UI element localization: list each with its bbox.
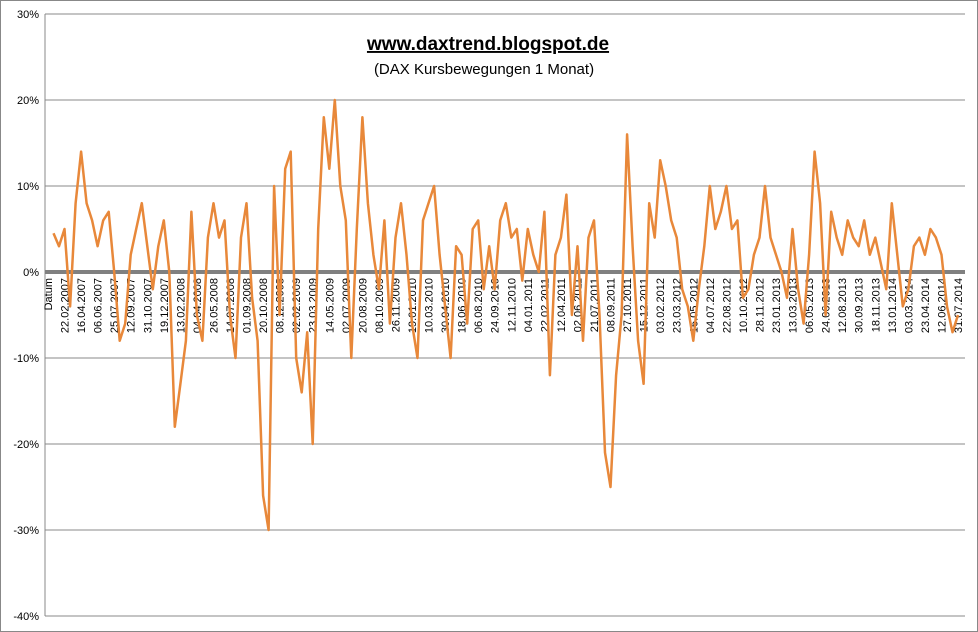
- x-tick-label: 19.12.2007: [159, 278, 171, 333]
- x-tick-label: 22.02.2011: [539, 278, 551, 332]
- x-tick-label: 12.08.2013: [837, 278, 849, 333]
- x-tick-label: 08.10.2009: [374, 278, 386, 333]
- x-tick-label: 26.05.2008: [208, 278, 220, 333]
- x-tick-label: 03.02.2012: [655, 278, 667, 333]
- x-tick-label: 18.11.2013: [870, 278, 882, 332]
- y-tick-label: 20%: [17, 95, 39, 107]
- x-tick-label: 27.10.2011: [622, 278, 634, 332]
- y-tick-label: 30%: [17, 9, 39, 21]
- x-tick-label: 14.05.2009: [324, 278, 336, 333]
- x-tick-label: 08.09.2011: [606, 278, 618, 332]
- x-tick-label: 28.11.2012: [754, 278, 766, 332]
- x-tick-label: 20.08.2009: [357, 278, 369, 333]
- x-tick-label: 10.03.2010: [424, 278, 436, 333]
- x-tick-label: 12.04.2011: [556, 278, 568, 332]
- x-tick-label: 13.03.2013: [788, 278, 800, 333]
- y-tick-label: 0%: [23, 267, 39, 279]
- x-tick-label: 31.10.2007: [142, 278, 154, 333]
- x-tick-label: 23.01.2013: [771, 278, 783, 333]
- x-tick-label: 16.04.2007: [76, 278, 88, 333]
- x-tick-label: 22.08.2012: [721, 278, 733, 333]
- y-tick-label: -30%: [13, 525, 39, 537]
- chart-subtitle: (DAX Kursbewegungen 1 Monat): [374, 61, 594, 78]
- y-tick-label: 10%: [17, 181, 39, 193]
- x-tick-label: 12.11.2010: [506, 278, 518, 332]
- x-tick-label: 04.07.2012: [705, 278, 717, 333]
- x-tick-label: 30.09.2013: [854, 278, 866, 333]
- x-tick-label: 23.04.2014: [920, 278, 932, 333]
- x-tick-label: 06.08.2010: [473, 278, 485, 333]
- x-tick-label: 24.09.2010: [490, 278, 502, 333]
- x-tick-label: 13.01.2014: [887, 278, 899, 333]
- x-tick-label: 04.01.2011: [523, 278, 535, 332]
- x-tick-label: Datum: [43, 278, 55, 310]
- x-tick-label: 23.03.2012: [672, 278, 684, 333]
- data-line: [52, 98, 960, 532]
- x-tick-label: 13.02.2008: [175, 278, 187, 333]
- y-tick-label: -20%: [13, 439, 39, 451]
- chart-title: www.daxtrend.blogspot.de: [366, 34, 609, 55]
- x-tick-label: 06.06.2007: [93, 278, 105, 333]
- y-tick-label: -10%: [13, 353, 39, 365]
- y-tick-label: -40%: [13, 611, 39, 623]
- x-tick-label: 20.10.2008: [258, 278, 270, 333]
- x-tick-label: 02.02.2009: [291, 278, 303, 333]
- x-tick-label: 26.11.2009: [390, 278, 402, 332]
